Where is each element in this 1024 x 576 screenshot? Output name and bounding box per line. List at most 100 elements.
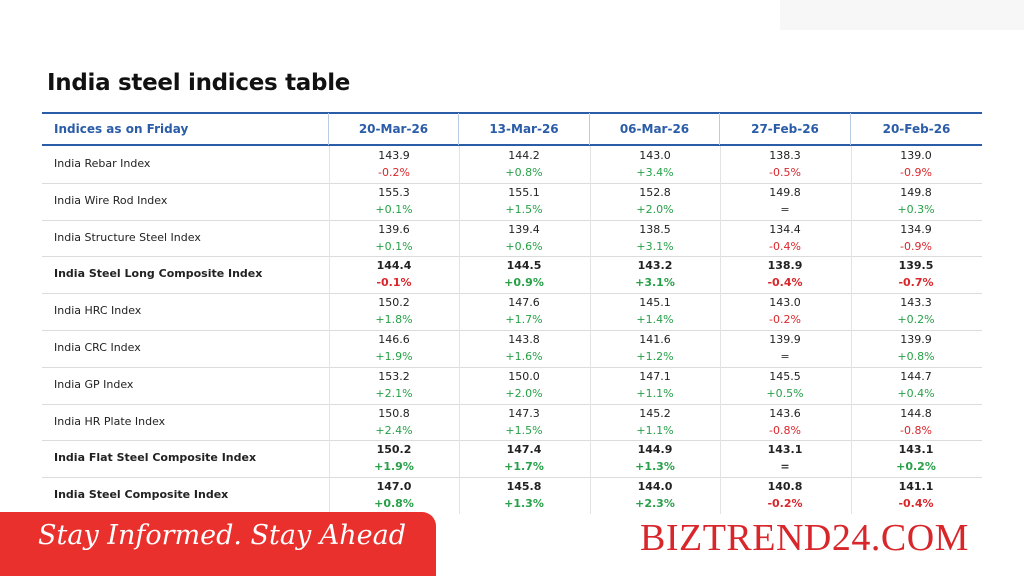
index-value: 145.2: [639, 406, 671, 420]
weekly-change: +1.3%: [504, 497, 544, 511]
row-label: India CRC Index: [54, 341, 141, 354]
row-divider: [42, 403, 982, 405]
weekly-change: +3.1%: [635, 276, 675, 290]
weekly-change: +2.3%: [635, 497, 675, 511]
weekly-change: -0.9%: [900, 166, 932, 179]
weekly-change: +1.8%: [375, 313, 413, 327]
row-divider: [42, 219, 982, 221]
weekly-change: +0.9%: [504, 276, 544, 290]
weekly-change: =: [780, 202, 790, 216]
index-value: 144.8: [900, 406, 932, 420]
weekly-change: -0.2%: [769, 313, 801, 327]
weekly-change: +1.1%: [636, 386, 674, 400]
column-divider: [720, 146, 721, 514]
index-value: 139.9: [900, 333, 932, 346]
index-value: 139.9: [769, 333, 801, 346]
index-value: 139.6: [378, 222, 410, 236]
weekly-change: +0.2%: [896, 460, 936, 474]
weekly-change: +3.1%: [636, 239, 674, 253]
weekly-change: +0.4%: [897, 386, 935, 400]
index-value: 134.9: [900, 222, 932, 236]
index-value: 144.0: [637, 480, 673, 494]
index-value: 143.9: [378, 149, 410, 162]
row-label: India HRC Index: [54, 304, 142, 318]
column-header: Indices as on Friday: [42, 113, 329, 145]
weekly-change: +2.4%: [375, 423, 413, 437]
index-value: 147.4: [506, 443, 542, 457]
index-value: 143.8: [508, 333, 540, 346]
row-label: India Rebar Index: [54, 157, 151, 170]
top-shade: [780, 0, 1024, 30]
index-value: 138.5: [639, 222, 671, 236]
index-value: 145.5: [769, 369, 801, 383]
index-value: 143.3: [900, 296, 932, 310]
row-divider: [42, 256, 982, 258]
index-value: 144.4: [376, 259, 412, 273]
weekly-change: -0.1%: [376, 276, 412, 290]
weekly-change: +0.5%: [766, 386, 804, 400]
weekly-change: -0.8%: [769, 423, 801, 437]
index-value: 143.6: [769, 406, 801, 420]
column-divider: [851, 146, 852, 514]
index-value: 150.2: [378, 296, 410, 310]
header-top-border: [42, 112, 982, 114]
index-value: 138.9: [767, 259, 803, 273]
weekly-change: =: [780, 460, 790, 474]
column-header: 06-Mar-26: [590, 113, 720, 145]
weekly-change: +1.5%: [505, 423, 543, 437]
weekly-change: +0.8%: [505, 166, 543, 179]
index-value: 143.0: [769, 296, 801, 310]
index-value: 150.8: [378, 406, 410, 420]
weekly-change: +0.8%: [374, 497, 414, 511]
weekly-change: -0.2%: [378, 166, 410, 179]
index-value: 140.8: [767, 480, 803, 494]
row-label: India Wire Rod Index: [54, 193, 168, 207]
weekly-change: -0.8%: [900, 423, 932, 437]
index-value: 147.1: [639, 369, 671, 383]
index-value: 150.0: [508, 369, 540, 383]
index-value: 138.3: [769, 149, 801, 162]
weekly-change: -0.4%: [898, 497, 934, 511]
weekly-change: +1.4%: [636, 313, 674, 327]
row-divider: [42, 293, 982, 295]
weekly-change: +0.2%: [897, 313, 935, 327]
weekly-change: -0.4%: [767, 276, 803, 290]
row-label: India Structure Steel Index: [54, 230, 201, 244]
index-value: 152.8: [639, 185, 671, 199]
row-divider: [42, 477, 982, 479]
index-value: 139.4: [508, 222, 540, 236]
weekly-change: +1.7%: [505, 313, 543, 327]
index-value: 139.0: [900, 149, 932, 162]
index-value: 147.0: [376, 480, 412, 494]
column-header: 20-Feb-26: [882, 122, 951, 136]
row-divider: [42, 182, 982, 184]
weekly-change: +2.0%: [636, 202, 674, 216]
index-value: 139.5: [898, 259, 934, 273]
index-value: 134.4: [769, 222, 801, 236]
index-value: 143.0: [639, 149, 671, 162]
weekly-change: +0.6%: [505, 239, 543, 253]
weekly-change: =: [780, 350, 790, 363]
index-value: 145.1: [639, 296, 671, 310]
row-label: India Steel Composite Index: [54, 488, 229, 502]
weekly-change: -0.4%: [769, 239, 801, 253]
weekly-change: +0.8%: [897, 350, 935, 363]
weekly-change: +1.1%: [636, 423, 674, 437]
weekly-change: +1.2%: [636, 350, 674, 363]
weekly-change: +1.6%: [505, 350, 543, 363]
weekly-change: +1.5%: [505, 202, 543, 216]
tagline: Stay Informed. Stay Ahead: [38, 520, 407, 551]
index-value: 155.1: [508, 185, 540, 199]
weekly-change: +0.3%: [897, 202, 935, 216]
weekly-change: -0.9%: [900, 239, 932, 253]
weekly-change: +2.1%: [375, 386, 413, 400]
index-value: 149.8: [769, 185, 801, 199]
index-value: 143.2: [637, 259, 673, 273]
index-value: 144.5: [506, 259, 542, 273]
row-label: India Steel Long Composite Index: [54, 267, 263, 281]
column-divider: [329, 146, 330, 514]
weekly-change: +3.4%: [636, 166, 674, 179]
index-value: 149.8: [900, 185, 932, 199]
index-value: 144.2: [508, 149, 540, 162]
